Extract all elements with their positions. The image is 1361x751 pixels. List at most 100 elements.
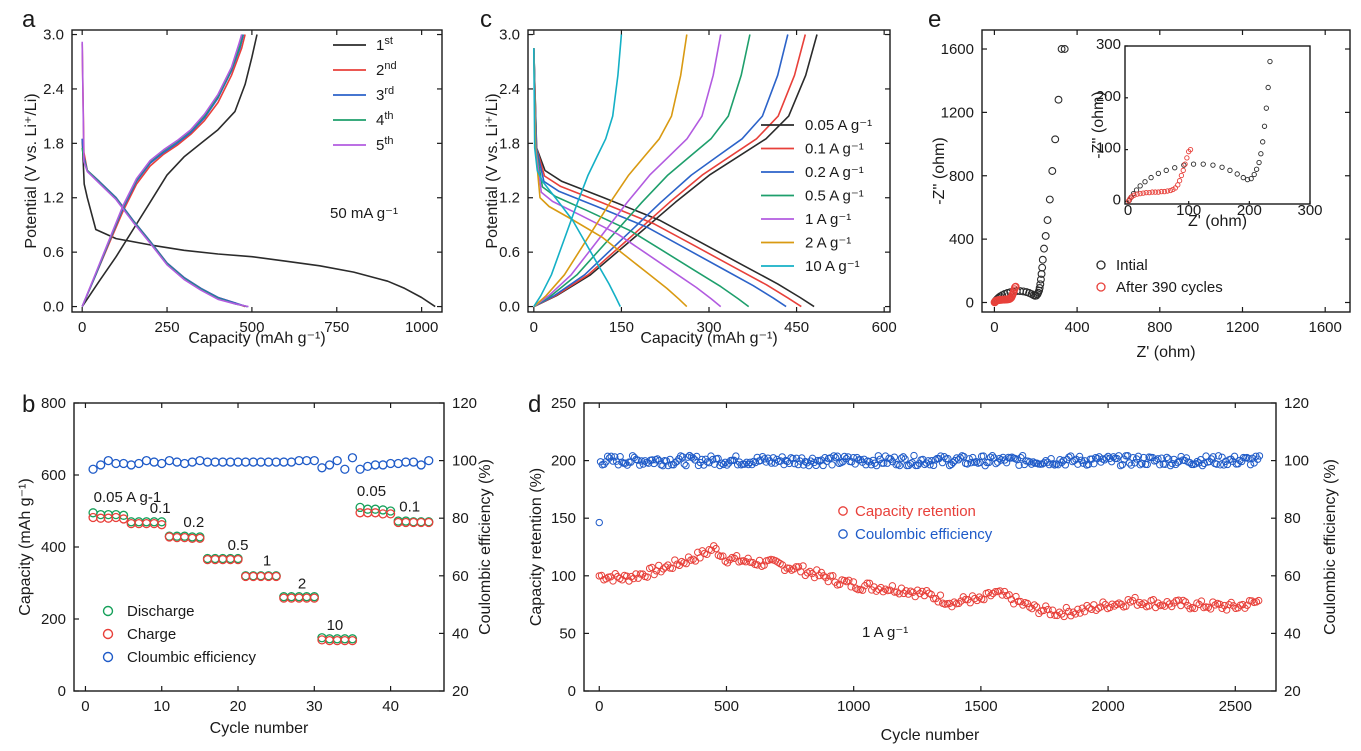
panel-d-retention-point	[609, 577, 617, 585]
panel-d-ce-point	[716, 461, 724, 470]
panel-d-retention-point	[726, 556, 734, 564]
panel-d-ytick-right-label: 100	[1284, 453, 1309, 470]
panel-c-discharge-curve	[533, 48, 722, 308]
panel-b-point	[96, 460, 106, 470]
panel-d-retention-point	[689, 555, 697, 564]
panel-e-point	[1011, 283, 1020, 292]
panel-d-retention-point	[659, 565, 668, 573]
panel-e-point	[1035, 283, 1044, 292]
panel-d-retention-point	[980, 595, 988, 604]
panel-d-ce-point	[1191, 460, 1200, 468]
panel-d-retention-point	[888, 582, 897, 590]
panel-d-ce-point	[1040, 459, 1048, 467]
panel-e-inset-point	[1176, 178, 1183, 184]
panel-e-point	[1054, 95, 1063, 104]
panel-a-legend-label: 2nd	[376, 60, 397, 79]
panel-d-retention-point	[968, 592, 977, 600]
panel-d-retention-point	[1204, 603, 1213, 612]
panel-b-ytick-label: 400	[41, 539, 66, 556]
panel-e-inset-point	[1251, 171, 1257, 178]
panel-d-ce-point	[867, 461, 875, 469]
panel-c-xtick-label: 300	[696, 319, 721, 336]
panel-d-ce-point	[844, 453, 852, 461]
panel-d-ce-point	[1243, 453, 1251, 462]
panel-d-ce-point	[1186, 458, 1194, 467]
panel-c-legend-label: 0.5 A g⁻¹	[805, 188, 864, 205]
panel-a-xlabel: Capacity (mAh g⁻¹)	[188, 330, 325, 347]
panel-d-ce-point	[1140, 453, 1148, 462]
panel-d-retention-point	[927, 590, 935, 599]
panel-e-inset-point	[1163, 167, 1169, 173]
panel-b-ytick-right-label: 60	[452, 568, 469, 585]
panel-d-retention-point	[900, 589, 908, 598]
panel-c-charge-curve	[533, 34, 807, 308]
panel-d-ce-point	[965, 455, 973, 463]
panel-e-inset-point	[1190, 161, 1197, 167]
panel-d-cycling-stability: 0 500 1000 1500 2000 2500 0 50 100 150 200 250 20 40 6…	[528, 391, 1339, 744]
panel-d-ce-point	[744, 460, 753, 469]
panel-b-point	[370, 460, 380, 470]
panel-b-point	[363, 461, 373, 472]
panel-d-retention-point	[1135, 598, 1144, 607]
panel-d-retention-point	[845, 576, 853, 584]
panel-e-inset-point	[1240, 174, 1246, 181]
panel-d-ce-point	[899, 453, 907, 461]
panel-b-point	[302, 455, 312, 466]
panel-d-ce-point	[1143, 460, 1151, 469]
panel-d-ce-point	[1002, 458, 1011, 467]
panel-d-retention-point	[934, 598, 942, 606]
panel-d-retention-point	[916, 589, 924, 598]
panel-d-ce-point	[1223, 460, 1232, 469]
panel-b-point	[263, 457, 274, 467]
panel-c-ytick-label: 2.4	[499, 81, 520, 98]
panel-e-ytick-label: 800	[949, 168, 974, 185]
panel-d-retention-point	[790, 565, 798, 573]
panel-c-legend-label: 0.1 A g⁻¹	[805, 141, 864, 158]
panel-d-ce-point	[1102, 454, 1111, 462]
panel-d-retention-point	[806, 567, 814, 576]
panel-d-ce-point	[972, 458, 981, 466]
panel-a-xtick-label: 750	[324, 319, 349, 336]
panel-d-ce-point	[1182, 454, 1191, 462]
panel-a-curve	[81, 34, 246, 307]
panel-e-inset-point	[1219, 164, 1225, 170]
panel-d-ce-point	[924, 457, 932, 465]
panel-e-point	[1048, 167, 1057, 175]
panel-e-xlabel: Z' (ohm)	[1136, 344, 1195, 361]
panel-b-point	[157, 520, 167, 530]
panel-e-inset-point	[1253, 166, 1260, 172]
panel-d-ce-point	[995, 454, 1004, 463]
panel-d-retention-point	[893, 588, 901, 596]
panel-d-ce-point	[831, 453, 840, 462]
panel-d-ce-point	[910, 451, 918, 460]
panel-e-xtick-label: 0	[990, 319, 998, 336]
panel-d-retention-point	[1055, 608, 1064, 616]
panel-e-point	[1060, 45, 1069, 53]
panel-d-retention-point	[623, 572, 631, 580]
panel-e-inset-point	[1152, 189, 1158, 195]
panel-d-letter: d	[528, 391, 541, 418]
panel-e-inset-ytick-label: 100	[1096, 140, 1121, 157]
panel-d-ce-point	[678, 453, 687, 461]
panel-d-ytick-right-label: 20	[1284, 683, 1301, 700]
panel-d-retention-point	[991, 587, 1000, 596]
panel-d-ce-point	[655, 456, 664, 465]
panel-d-ce-point	[1168, 459, 1176, 468]
panel-c-ytick-label: 1.2	[499, 190, 520, 207]
panel-d-ce-point	[1104, 452, 1112, 461]
panel-a-ytick-label: 1.8	[43, 135, 64, 152]
panel-d-retention-point	[650, 570, 658, 579]
panel-e-inset-point	[1263, 105, 1269, 111]
panel-d-ce-point	[992, 459, 1000, 468]
panel-d-ytick-right-label: 80	[1284, 510, 1301, 527]
panel-c-legend-label: 10 A g⁻¹	[805, 258, 860, 275]
panel-b-point	[149, 457, 159, 467]
panel-e-inset-point	[1184, 155, 1190, 161]
panel-d-ce-point	[662, 457, 671, 465]
panel-d-ce-point	[762, 458, 770, 466]
panel-c-ytick-label: 0.6	[499, 244, 520, 261]
panel-d-retention-point	[877, 583, 885, 592]
panel-d-ce-point	[926, 461, 934, 469]
panel-c-xtick-label: 0	[530, 319, 538, 336]
panel-d-ce-point	[611, 453, 619, 461]
